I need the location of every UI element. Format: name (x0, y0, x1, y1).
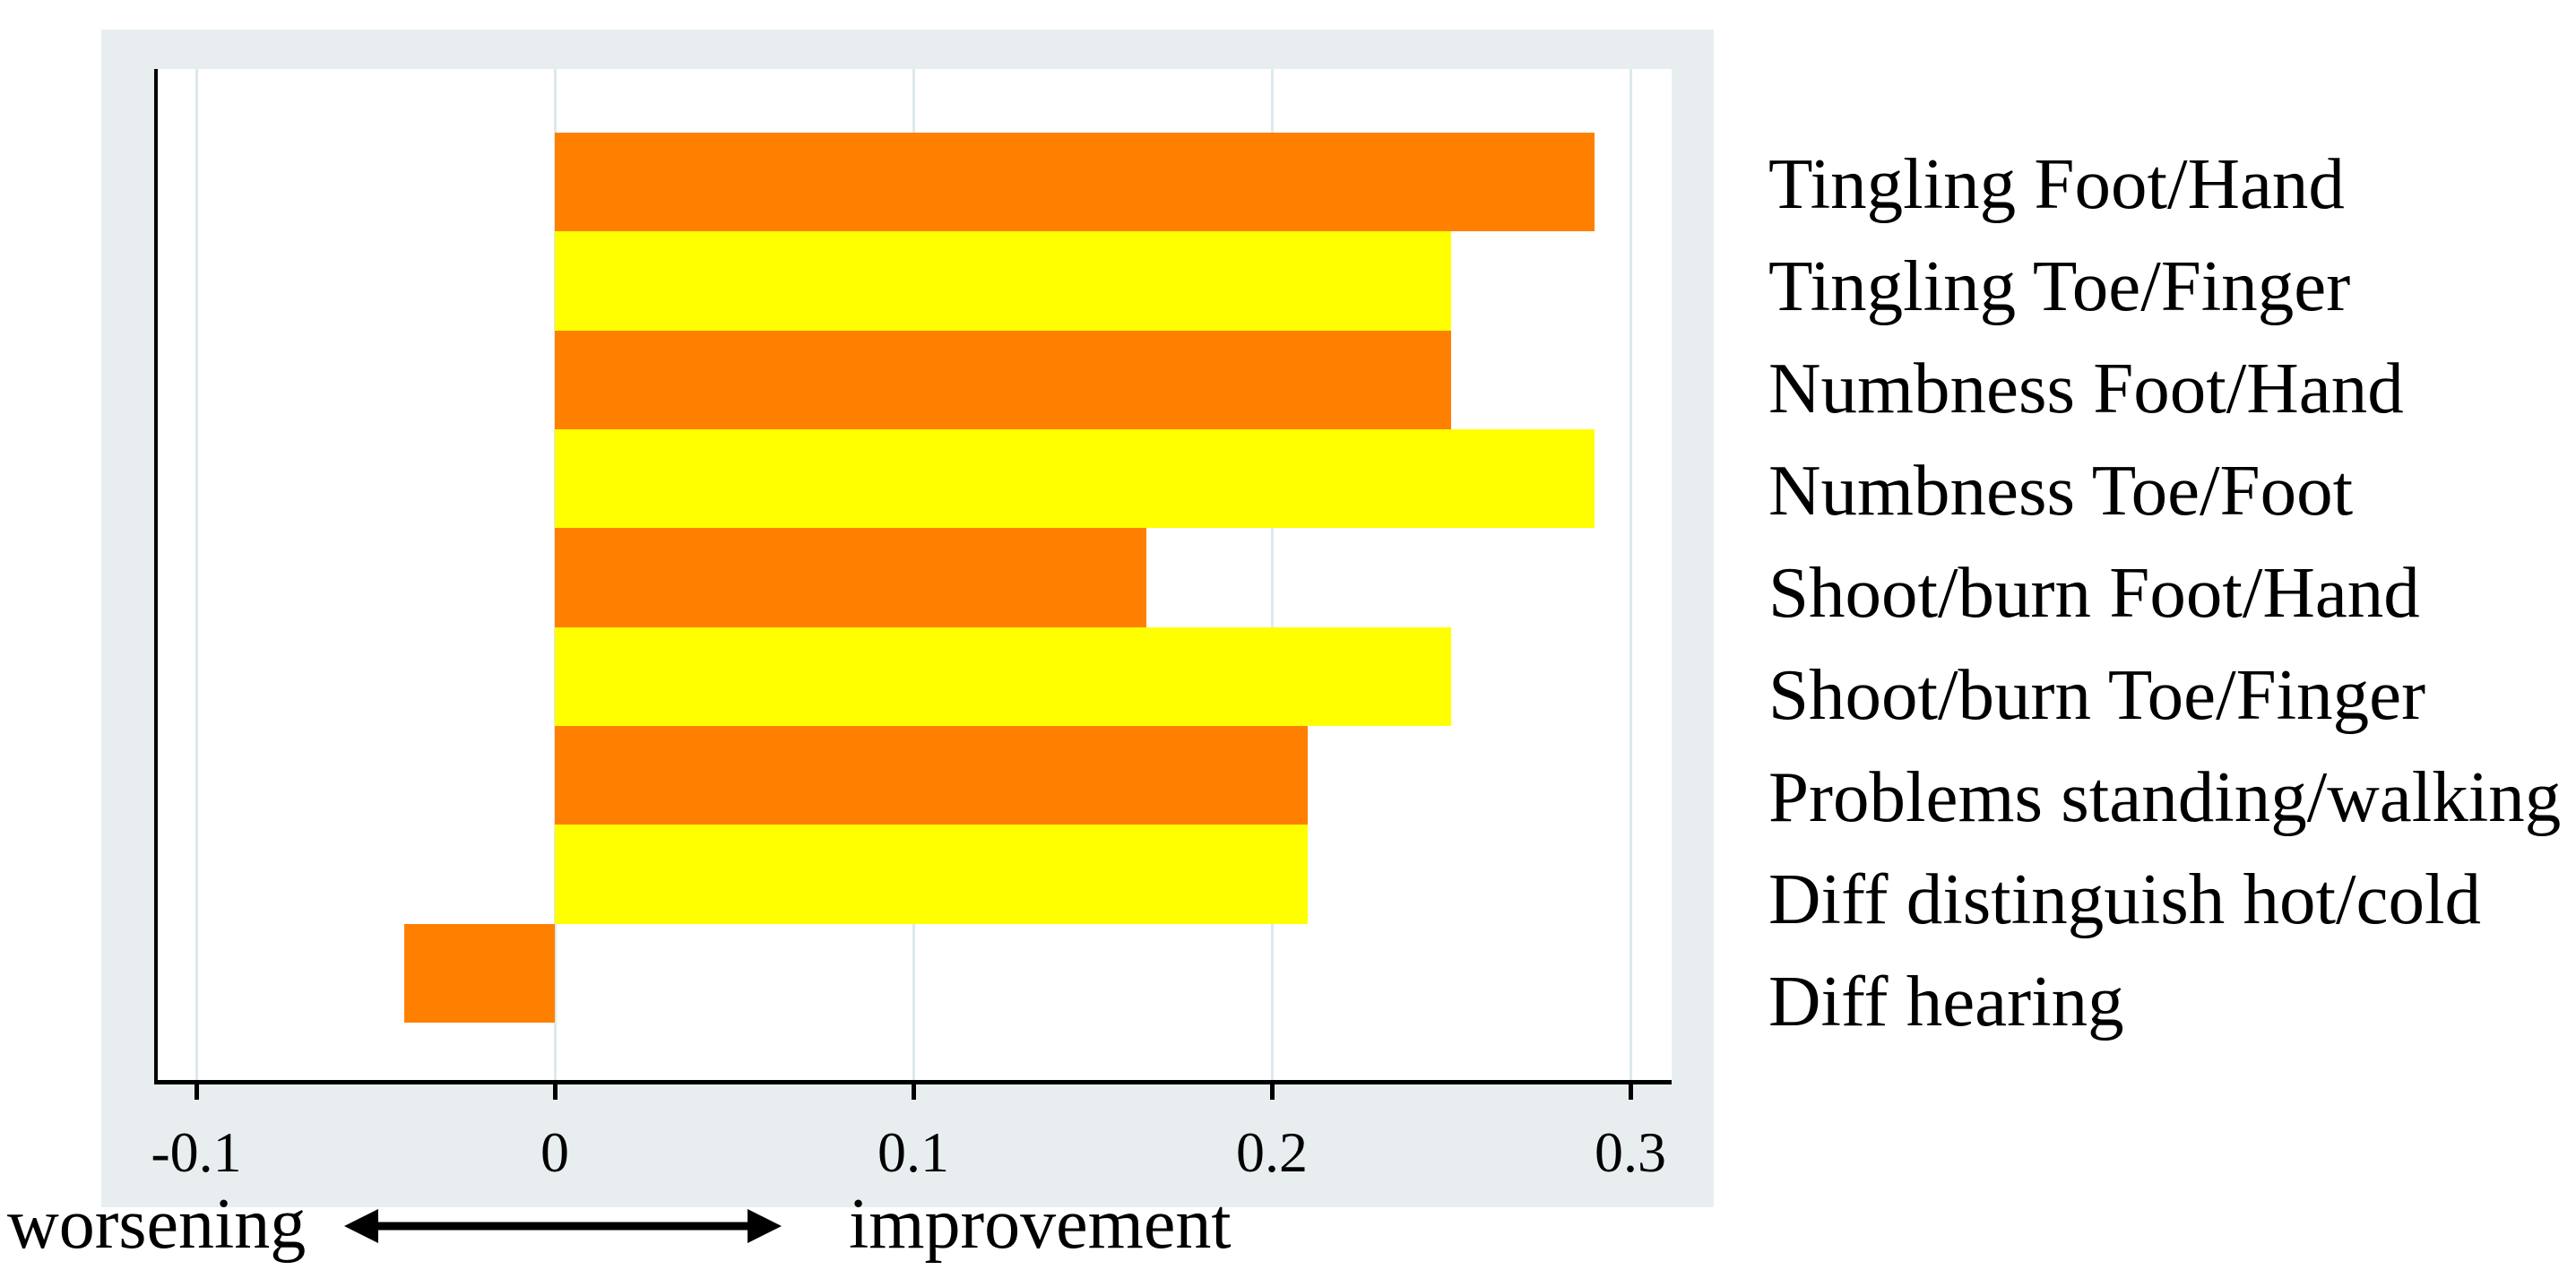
x-gridline-0.2 (1271, 69, 1274, 1080)
category-label-numbness-foot-hand: Numbness Foot/Hand (1768, 347, 2404, 428)
bar-tingling-foot-hand (555, 133, 1595, 231)
category-label-tingling-toe-finger: Tingling Toe/Finger (1768, 245, 2351, 326)
bar-tingling-toe-finger (555, 231, 1451, 331)
x-tick-label-0.1: 0.1 (877, 1120, 949, 1184)
axis-annotation-improvement: improvement (849, 1185, 1232, 1264)
bar-diff-hearing (404, 924, 555, 1023)
category-label-numbness-toe-foot: Numbness Toe/Foot (1768, 449, 2354, 531)
x-tick-0.1 (912, 1084, 916, 1100)
plot-area (154, 69, 1672, 1084)
bar-diff-distinguish-hot-cold (555, 825, 1308, 924)
x-tick-0.2 (1270, 1084, 1275, 1100)
category-label-problems-standing-walking: Problems standing/walking (1768, 756, 2562, 837)
bar-numbness-foot-hand (555, 331, 1451, 429)
x-tick-label--0.1: -0.1 (151, 1120, 242, 1184)
x-tick--0.1 (194, 1084, 199, 1100)
category-label-shoot-burn-foot-hand: Shoot/burn Foot/Hand (1768, 551, 2420, 633)
x-tick-label-0: 0 (540, 1120, 569, 1184)
category-label-diff-hearing: Diff hearing (1768, 960, 2124, 1041)
bar-problems-standing-walking (555, 726, 1308, 825)
double-headed-arrow-icon (344, 1209, 782, 1243)
x-tick-label-0.2: 0.2 (1236, 1120, 1308, 1184)
category-label-diff-distinguish-hot-cold: Diff distinguish hot/cold (1768, 858, 2482, 939)
x-gridline--0.1 (195, 69, 198, 1080)
x-gridline-0.3 (1629, 69, 1632, 1080)
category-label-shoot-burn-toe-finger: Shoot/burn Toe/Finger (1768, 653, 2426, 735)
x-tick-label-0.3: 0.3 (1595, 1120, 1666, 1184)
bar-shoot-burn-foot-hand (555, 528, 1146, 627)
bar-numbness-toe-foot (555, 429, 1595, 528)
x-tick-0.3 (1629, 1084, 1633, 1100)
axis-annotation-worsening: worsening (7, 1185, 307, 1264)
bar-shoot-burn-toe-finger (555, 627, 1451, 726)
x-tick-0 (553, 1084, 558, 1100)
category-label-tingling-foot-hand: Tingling Foot/Hand (1768, 143, 2345, 224)
